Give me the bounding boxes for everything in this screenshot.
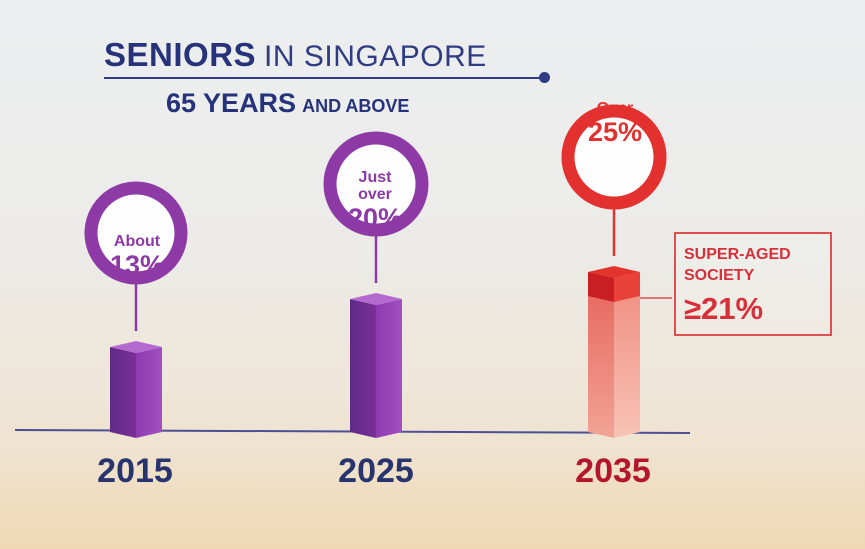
x-tick-2015: 2015: [97, 452, 173, 490]
x-tick-2025: 2025: [338, 452, 414, 490]
title-underline: [104, 77, 544, 79]
bar-front-2035: [588, 272, 614, 438]
bar-side-2025: [376, 299, 402, 438]
value-bubble-2025: [323, 131, 429, 237]
bar-side-2035: [614, 272, 640, 438]
value-text-2035: 25%: [587, 116, 643, 147]
bar-2035: [561, 104, 667, 438]
value-text-2015: 13%: [109, 249, 165, 280]
value-label-2035: Over 25%: [570, 100, 660, 147]
value-qualifier-2015: About: [113, 233, 161, 250]
title-strong: SENIORS: [104, 36, 257, 73]
value-label-2015: About 13%: [92, 233, 182, 280]
chart-subtitle: 65 YEARS AND ABOVE: [166, 88, 409, 119]
value-bubble-2015: [84, 181, 188, 285]
value-qualifier-2035: Over: [596, 100, 634, 117]
value-label-2025: Just over 20%: [330, 169, 420, 233]
value-qualifier-2025: Just over: [358, 169, 392, 203]
bar-top-2025: [350, 293, 402, 305]
value-bubble-2035: [561, 104, 667, 210]
subtitle-small: AND ABOVE: [302, 96, 410, 116]
super-aged-value: ≥21%: [684, 291, 764, 326]
subtitle-strong: 65 YEARS: [166, 88, 297, 118]
bars-group: [84, 104, 667, 438]
bar-2025: [323, 131, 429, 438]
super-aged-callout: [674, 232, 832, 336]
threshold-band-front: [588, 272, 614, 302]
x-tick-2035: 2035: [575, 452, 651, 490]
super-aged-label: SUPER-AGED SOCIETY: [684, 246, 791, 284]
chart-title: SENIORS IN SINGAPORE: [104, 36, 487, 74]
bar-top-2015: [110, 341, 162, 353]
title-underline-dot: [539, 72, 550, 83]
bar-front-2015: [110, 347, 136, 438]
bar-2015: [84, 181, 188, 438]
bar-side-2015: [136, 347, 162, 438]
threshold-band-side: [614, 272, 640, 302]
value-text-2025: 20%: [347, 202, 403, 233]
title-light: IN SINGAPORE: [264, 40, 487, 73]
bar-front-2025: [350, 299, 376, 438]
